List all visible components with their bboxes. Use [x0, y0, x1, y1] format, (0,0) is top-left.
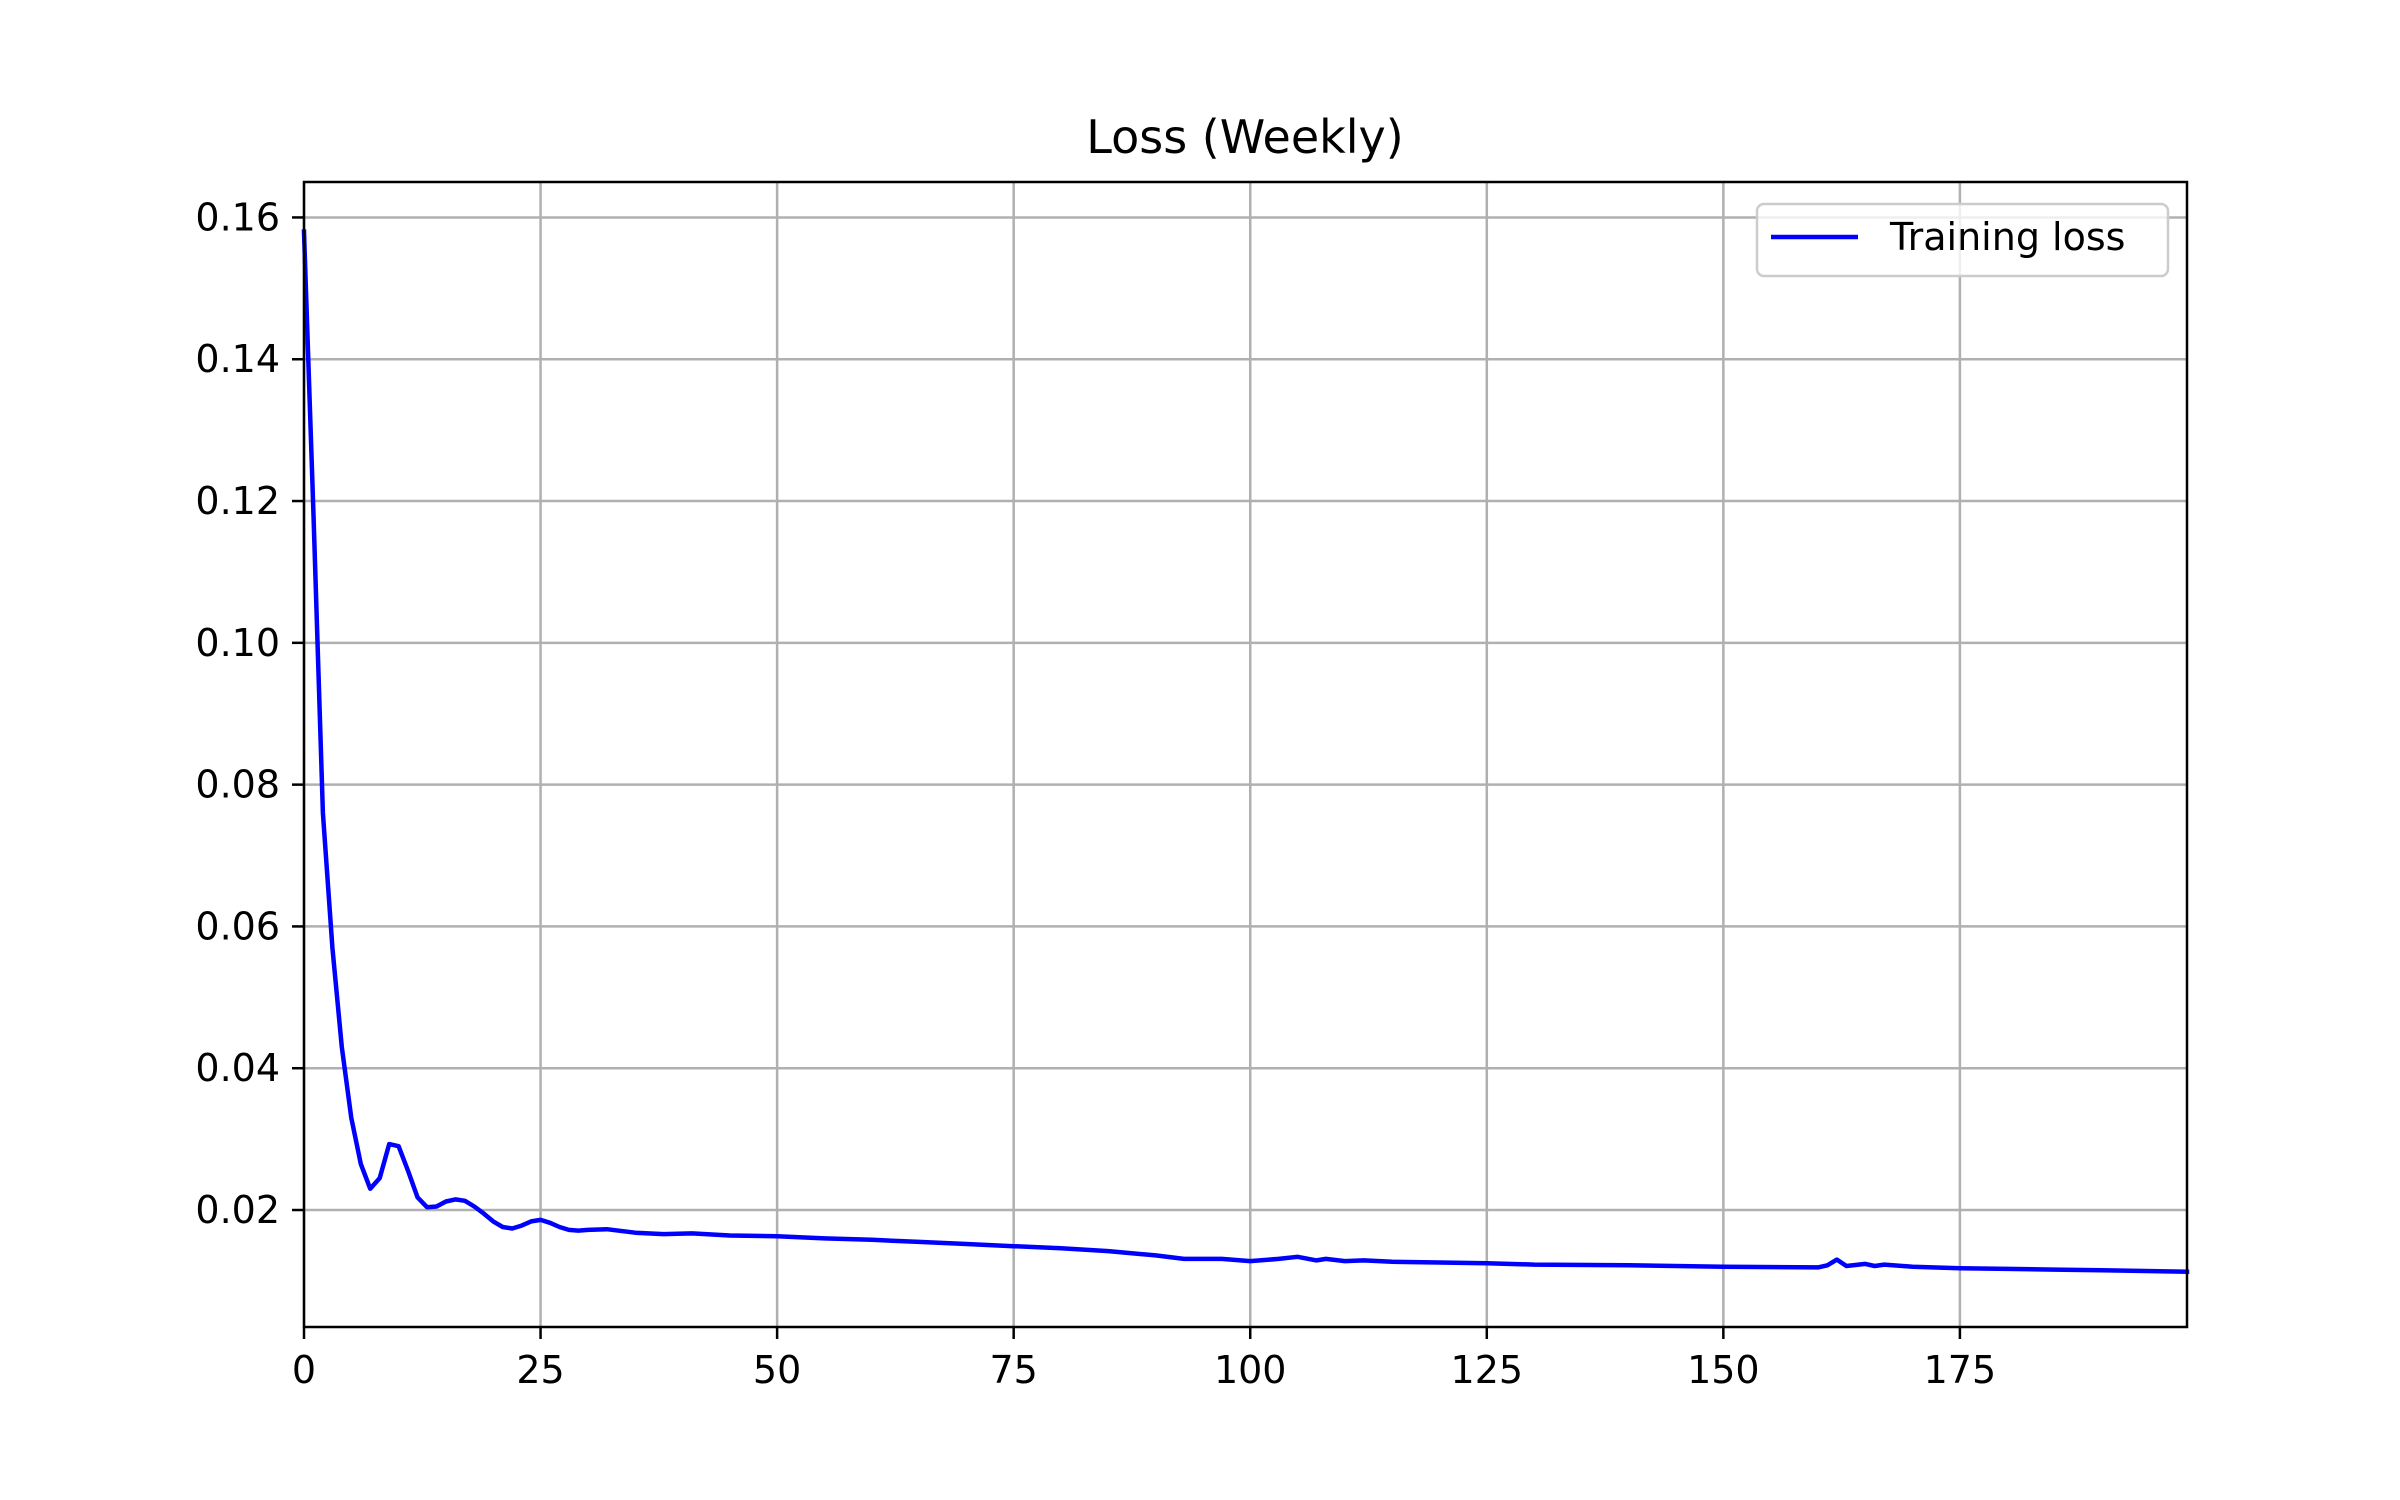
- series-line-training-loss: [301, 229, 2190, 1274]
- legend: Training loss: [1755, 202, 2170, 278]
- x-tick-label: 75: [989, 1348, 1037, 1392]
- y-tick-label: 0.02: [195, 1188, 280, 1232]
- x-tick-label: 0: [292, 1348, 316, 1392]
- x-axis-ticks: 0 25 50 75 100 125 150 175: [292, 1327, 1996, 1392]
- plot-frame: [302, 180, 2189, 1329]
- x-tick-label: 175: [1924, 1348, 1997, 1392]
- y-axis-ticks: 0.02 0.04 0.06 0.08 0.10 0.12 0.14 0.16: [195, 195, 304, 1232]
- series-lines: [301, 229, 2190, 1274]
- x-tick-label: 50: [753, 1348, 801, 1392]
- y-tick-label: 0.16: [195, 195, 280, 239]
- y-tick-label: 0.12: [195, 479, 280, 523]
- legend-box: [1755, 202, 2170, 278]
- legend-label-training-loss: Training loss: [1889, 215, 2125, 259]
- x-tick-label: 125: [1451, 1348, 1524, 1392]
- x-tick-label: 100: [1214, 1348, 1287, 1392]
- y-tick-label: 0.06: [195, 904, 280, 948]
- chart-title: Loss (Weekly): [1086, 110, 1403, 164]
- y-tick-label: 0.04: [195, 1046, 280, 1090]
- x-tick-label: 150: [1687, 1348, 1760, 1392]
- x-tick-label: 25: [516, 1348, 564, 1392]
- y-tick-label: 0.10: [195, 621, 280, 665]
- plot-area-background: [304, 182, 2187, 1327]
- y-tick-label: 0.08: [195, 763, 280, 807]
- grid-lines: [302, 182, 2187, 1327]
- y-tick-label: 0.14: [195, 337, 280, 381]
